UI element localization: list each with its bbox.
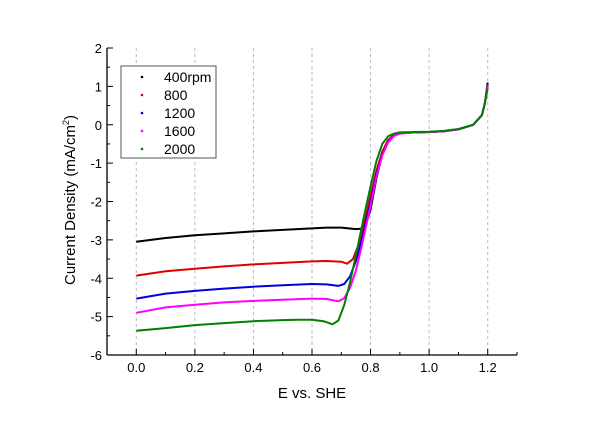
- y-axis-title-main: Current Density (mA/cm: [62, 125, 79, 285]
- legend-marker-2000: [140, 147, 144, 151]
- x-axis-ticks: 0.0 0.2 0.4 0.6 0.8 1.0 1.2: [106, 349, 518, 375]
- x-tick-label: 0.6: [303, 360, 321, 375]
- x-tick-label: 0.4: [244, 360, 262, 375]
- series-line-2000: [136, 88, 489, 332]
- legend-marker-800: [140, 93, 144, 97]
- legend-label-2000: 2000: [164, 141, 195, 157]
- y-tick-label: -6: [90, 348, 102, 363]
- y-tick-label: -1: [90, 156, 102, 171]
- series-lines: [136, 82, 489, 332]
- y-tick-label: 0: [95, 118, 102, 133]
- y-axis-ticks: 2 1 0 -1 -2 -3 -4 -5 -6: [90, 41, 113, 363]
- y-tick-label: 2: [95, 41, 102, 56]
- x-tick-label: 1.2: [479, 360, 497, 375]
- x-axis-title: E vs. SHE: [278, 385, 346, 402]
- y-tick-label: -4: [90, 271, 102, 286]
- y-tick-label: 1: [95, 79, 102, 94]
- legend-label-800: 800: [164, 87, 188, 103]
- y-tick-label: -5: [90, 310, 102, 325]
- x-tick-label: 1.0: [420, 360, 438, 375]
- x-tick-label: 0.8: [362, 360, 380, 375]
- legend-label-400rpm: 400rpm: [164, 69, 211, 85]
- legend-marker-1600: [140, 129, 144, 133]
- legend-marker-400rpm: [140, 75, 144, 79]
- legend-label-1600: 1600: [164, 123, 195, 139]
- legend-box: [120, 65, 217, 159]
- y-tick-label: -2: [90, 195, 102, 210]
- y-axis-title: Current Density (mA/cm2): [61, 115, 79, 285]
- legend-label-1200: 1200: [164, 105, 195, 121]
- x-tick-label: 0.2: [186, 360, 204, 375]
- y-tick-label: -3: [90, 233, 102, 248]
- legend-marker-1200: [140, 111, 144, 115]
- x-tick-label: 0.0: [127, 360, 145, 375]
- y-axis-title-end: ): [62, 115, 79, 120]
- y-axis-title-superscript: 2: [61, 120, 71, 125]
- legend: 400rpm 800 1200 1600 2000: [120, 65, 217, 159]
